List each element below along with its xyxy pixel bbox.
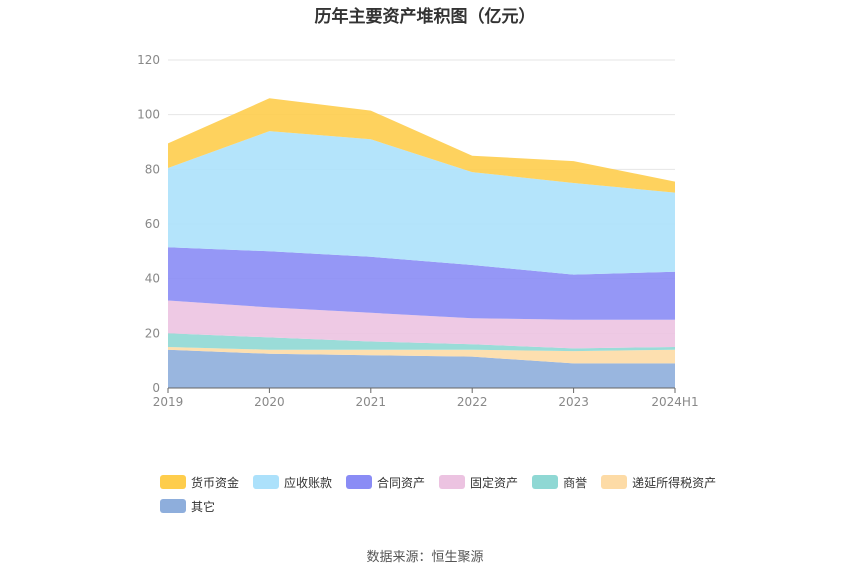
axes: 0 20 40 60 80 100 120 2019 2020 2021 2022 2023 2024H… — [137, 53, 699, 409]
area-其它 — [168, 349, 675, 388]
area-货币资金 — [168, 98, 675, 193]
legend-swatch — [439, 475, 466, 489]
legend-item[interactable]: 其它 — [160, 498, 215, 514]
area-递延所得税资产 — [168, 347, 675, 364]
legend-label: 应收账款 — [284, 475, 333, 490]
legend-swatch — [601, 475, 628, 489]
legend-label: 货币资金 — [191, 475, 240, 490]
legend-item[interactable]: 递延所得税资产 — [601, 474, 716, 490]
x-tick-label: 2022 — [457, 395, 488, 409]
legend-label: 其它 — [191, 499, 216, 514]
x-tick-label: 2024H1 — [651, 395, 698, 409]
legend-label: 递延所得税资产 — [632, 475, 717, 490]
legend-item[interactable]: 应收账款 — [253, 474, 332, 490]
legend-swatch — [160, 499, 186, 513]
y-tick-label: 80 — [145, 162, 160, 176]
chart-title: 历年主要资产堆积图（亿元） — [314, 7, 536, 27]
data-source: 数据来源：恒生聚源 — [366, 550, 484, 565]
y-tick-label: 40 — [145, 272, 160, 286]
y-tick-label: 20 — [145, 326, 160, 340]
x-tick-label: 2021 — [356, 395, 387, 409]
legend-item[interactable]: 合同资产 — [346, 474, 425, 490]
legend-swatch — [532, 475, 559, 489]
area-商誉 — [168, 333, 675, 352]
legend-swatch — [346, 475, 373, 489]
legend-item[interactable]: 固定资产 — [439, 474, 518, 490]
x-tick-label: 2023 — [558, 395, 589, 409]
legend-label: 商誉 — [563, 475, 588, 490]
y-tick-label: 100 — [137, 108, 160, 122]
y-tick-label: 120 — [137, 53, 160, 67]
area-应收账款 — [168, 131, 675, 275]
x-tick-label: 2020 — [254, 395, 285, 409]
legend-item[interactable]: 商誉 — [532, 474, 587, 490]
area-layers — [168, 98, 675, 388]
legend-swatch — [253, 475, 280, 489]
area-合同资产 — [168, 247, 675, 320]
y-tick-label: 60 — [145, 217, 160, 231]
legend-label: 固定资产 — [470, 475, 519, 490]
legend: 货币资金 应收账款 合同资产 固定资产 商誉 递延所得税资产其它 — [160, 474, 720, 514]
stacked-area-chart: 0 20 40 60 80 100 120 2019 2020 2021 2022 2023 2024H… — [137, 53, 699, 409]
legend-item[interactable]: 货币资金 — [160, 474, 239, 490]
area-固定资产 — [168, 300, 675, 349]
legend-label: 合同资产 — [377, 475, 426, 490]
legend-swatch — [160, 475, 186, 489]
y-tick-label: 0 — [152, 381, 160, 395]
x-tick-label: 2019 — [153, 395, 184, 409]
